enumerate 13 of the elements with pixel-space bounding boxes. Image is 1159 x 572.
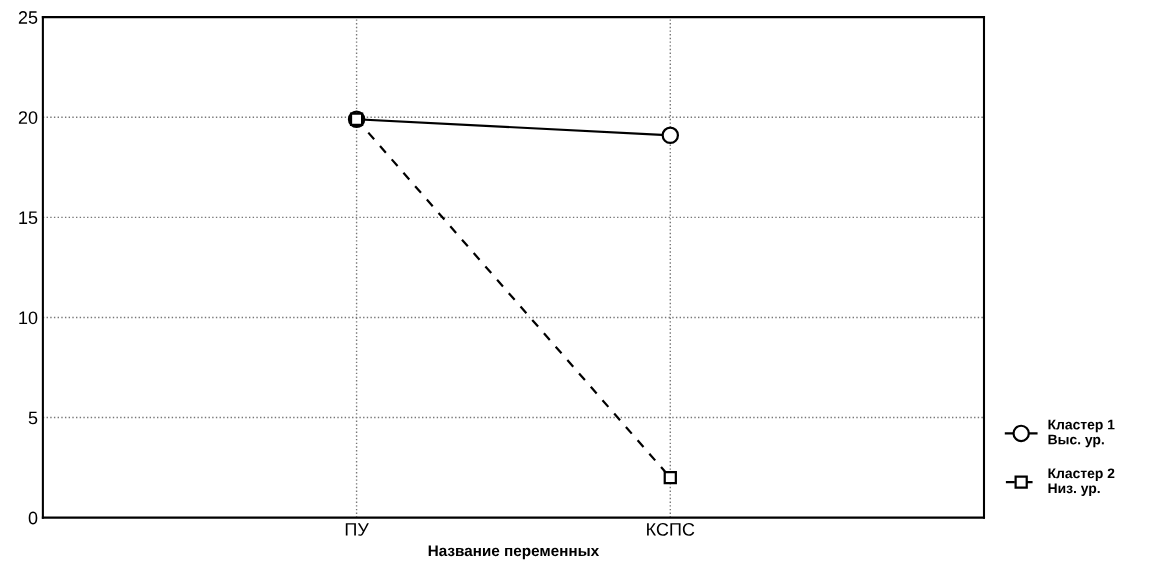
y-tick-label: 0: [28, 511, 38, 525]
legend-label: Кластер 2 Низ. ур.: [1048, 468, 1115, 496]
y-tick-label: 25: [18, 11, 38, 24]
point: [663, 470, 677, 485]
point: [661, 126, 680, 145]
x-tick-label: КСПС: [647, 523, 695, 536]
legend-label: Кластер 1 Выс. ур.: [1048, 419, 1115, 448]
y-tick-label: 10: [19, 311, 38, 325]
y-tick-label: 5: [28, 411, 38, 425]
y-tick-label: 20: [18, 111, 38, 124]
x-tick-label: ПУ: [345, 523, 369, 536]
y-tick-label: 15: [19, 211, 38, 225]
x-axis-title: Название переменных: [428, 545, 600, 560]
